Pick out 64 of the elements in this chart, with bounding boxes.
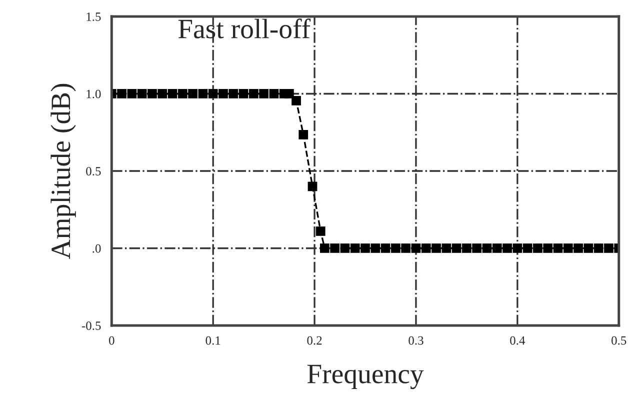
point (360, 244, 370, 253)
point (158, 89, 168, 98)
point (502, 244, 512, 253)
point (604, 244, 614, 253)
x-tick-label: 0.4 (510, 336, 526, 345)
point (208, 89, 218, 98)
point (340, 244, 350, 253)
point (380, 244, 390, 253)
point (522, 244, 532, 253)
point (148, 89, 157, 98)
point (127, 89, 137, 98)
point (533, 244, 542, 253)
point (411, 244, 421, 253)
point (401, 244, 411, 253)
point (482, 244, 492, 253)
point (238, 89, 248, 98)
x-tick-label: 0.1 (206, 336, 220, 345)
point (370, 244, 380, 253)
point (298, 130, 308, 140)
point (320, 244, 330, 253)
point (218, 89, 228, 98)
x-tick-label: 0.3 (408, 336, 424, 345)
y-tick-label: 1.5 (86, 12, 101, 21)
point (269, 89, 279, 98)
y-axis-title: Amplitude (dB) (50, 84, 76, 260)
point (432, 244, 441, 253)
point (391, 244, 400, 253)
point (259, 89, 268, 98)
point (421, 244, 431, 253)
point (228, 89, 238, 98)
y-tick-label: 0.5 (86, 167, 101, 176)
point (584, 244, 594, 253)
point (117, 89, 126, 98)
x-tick-label: 0 (109, 336, 114, 345)
point (198, 89, 208, 98)
point (512, 244, 522, 253)
point (248, 89, 258, 98)
point (350, 244, 360, 253)
point (316, 226, 326, 236)
point (178, 89, 188, 98)
point (168, 89, 178, 98)
point (594, 244, 604, 253)
point (492, 244, 502, 253)
point (472, 244, 482, 253)
point (452, 244, 462, 253)
point (563, 244, 573, 253)
point (553, 244, 563, 253)
point (308, 182, 318, 192)
y-tick-label: -0.5 (82, 322, 101, 330)
point (330, 244, 340, 253)
point (292, 96, 301, 106)
x-axis-title: Frequency (307, 364, 424, 390)
annotation: Fast roll-off (178, 18, 311, 38)
x-tick-label: 0.5 (612, 336, 626, 345)
point (284, 89, 294, 98)
point (442, 244, 452, 253)
point (137, 89, 147, 98)
point (543, 244, 553, 253)
point (574, 244, 583, 253)
point (188, 89, 198, 98)
x-tick-label: 0.2 (307, 336, 322, 345)
point (462, 244, 472, 253)
y-tick-label: 1.0 (86, 90, 101, 98)
y-tick-label: .0 (92, 244, 101, 253)
